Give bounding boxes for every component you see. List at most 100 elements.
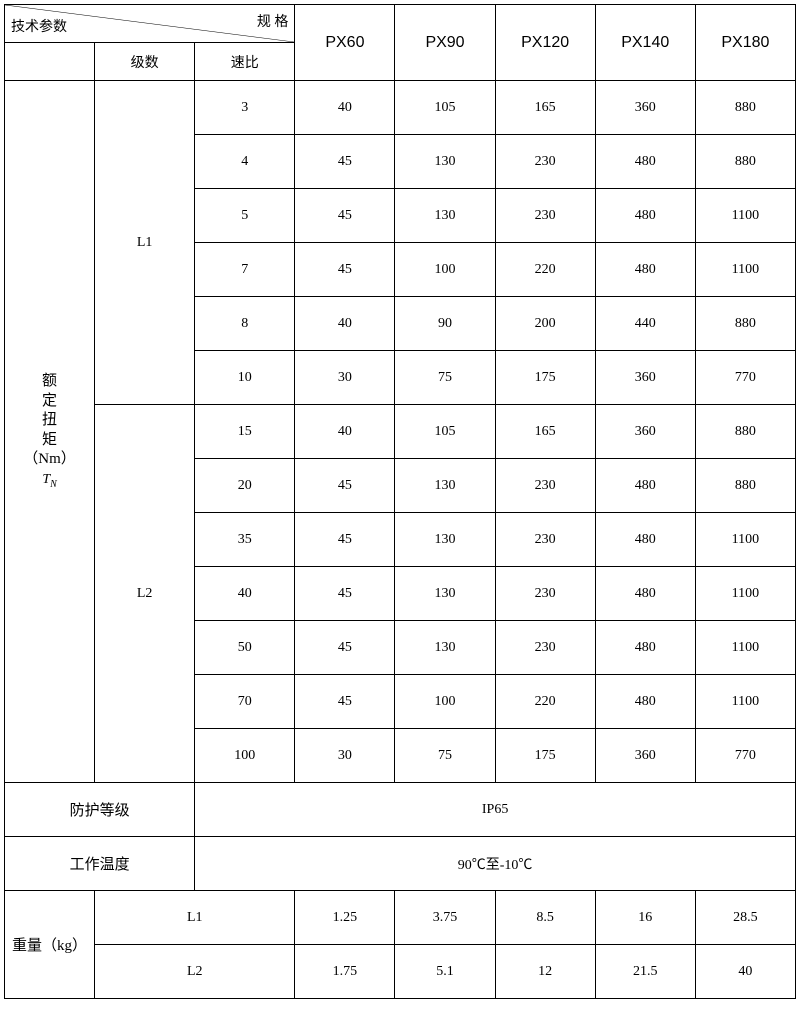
data-cell: 360 (595, 81, 695, 135)
protection-value: IP65 (195, 783, 796, 837)
data-cell: 230 (495, 135, 595, 189)
data-cell: 165 (495, 405, 595, 459)
data-cell: 220 (495, 243, 595, 297)
torque-cn-0: 额 (42, 373, 57, 389)
diag-label-param: 技术参数 (11, 16, 67, 36)
data-cell: 1100 (695, 621, 795, 675)
data-cell: 175 (495, 351, 595, 405)
ratio-cell: 7 (195, 243, 295, 297)
data-cell: 480 (595, 459, 695, 513)
protection-row: 防护等级 IP65 (5, 783, 796, 837)
model-col-3: PX140 (595, 5, 695, 81)
spec-table: 规 格 技术参数 PX60 PX90 PX120 PX140 PX180 级数 … (4, 4, 796, 999)
data-cell: 130 (395, 567, 495, 621)
data-cell: 5.1 (395, 945, 495, 999)
data-cell: 230 (495, 513, 595, 567)
data-cell: 130 (395, 135, 495, 189)
data-cell: 360 (595, 729, 695, 783)
data-cell: 105 (395, 405, 495, 459)
data-cell: 480 (595, 567, 695, 621)
level-l2: L2 (95, 405, 195, 783)
data-cell: 3.75 (395, 891, 495, 945)
data-cell: 880 (695, 405, 795, 459)
data-cell: 200 (495, 297, 595, 351)
ratio-cell: 8 (195, 297, 295, 351)
data-cell: 45 (295, 189, 395, 243)
data-cell: 45 (295, 567, 395, 621)
data-cell: 40 (295, 81, 395, 135)
data-cell: 175 (495, 729, 595, 783)
ratio-cell: 5 (195, 189, 295, 243)
data-cell: 1.75 (295, 945, 395, 999)
ratio-cell: 4 (195, 135, 295, 189)
data-cell: 880 (695, 81, 795, 135)
model-col-2: PX120 (495, 5, 595, 81)
data-cell: 880 (695, 297, 795, 351)
data-cell: 770 (695, 351, 795, 405)
data-cell: 1100 (695, 189, 795, 243)
ratio-cell: 15 (195, 405, 295, 459)
temperature-value: 90℃至-10℃ (195, 837, 796, 891)
data-cell: 230 (495, 621, 595, 675)
data-cell: 220 (495, 675, 595, 729)
data-cell: 360 (595, 405, 695, 459)
model-col-1: PX90 (395, 5, 495, 81)
data-cell: 45 (295, 243, 395, 297)
temperature-label: 工作温度 (5, 837, 195, 891)
data-cell: 230 (495, 459, 595, 513)
data-cell: 30 (295, 351, 395, 405)
data-cell: 130 (395, 513, 495, 567)
protection-label: 防护等级 (5, 783, 195, 837)
data-cell: 165 (495, 81, 595, 135)
data-cell: 12 (495, 945, 595, 999)
data-cell: 230 (495, 567, 595, 621)
torque-cn-2: 扭 (42, 412, 57, 428)
ratio-cell: 40 (195, 567, 295, 621)
diag-label-spec: 规 格 (257, 11, 289, 31)
data-cell: 1100 (695, 513, 795, 567)
torque-cn-3: 矩 (42, 432, 57, 448)
data-cell: 75 (395, 729, 495, 783)
data-cell: 40 (695, 945, 795, 999)
data-cell: 28.5 (695, 891, 795, 945)
data-cell: 40 (295, 405, 395, 459)
model-col-4: PX180 (695, 5, 795, 81)
data-cell: 8.5 (495, 891, 595, 945)
data-cell: 480 (595, 135, 695, 189)
weight-label: 重量（kg） (5, 891, 95, 999)
data-cell: 480 (595, 621, 695, 675)
ratio-header: 速比 (195, 43, 295, 81)
data-cell: 880 (695, 459, 795, 513)
data-cell: 480 (595, 243, 695, 297)
ratio-cell: 50 (195, 621, 295, 675)
ratio-cell: 20 (195, 459, 295, 513)
torque-symbol: TN (42, 472, 56, 487)
data-cell: 21.5 (595, 945, 695, 999)
data-cell: 45 (295, 513, 395, 567)
torque-label-cell: 额 定 扭 矩 （Nm） TN (5, 81, 95, 783)
data-cell: 45 (295, 621, 395, 675)
ratio-cell: 35 (195, 513, 295, 567)
torque-unit: （Nm） (23, 451, 76, 467)
data-cell: 480 (595, 513, 695, 567)
data-cell: 880 (695, 135, 795, 189)
data-cell: 105 (395, 81, 495, 135)
data-cell: 360 (595, 351, 695, 405)
data-cell: 1.25 (295, 891, 395, 945)
data-cell: 1100 (695, 243, 795, 297)
level-l1: L1 (95, 81, 195, 405)
data-cell: 90 (395, 297, 495, 351)
data-cell: 100 (395, 243, 495, 297)
data-cell: 16 (595, 891, 695, 945)
data-cell: 130 (395, 189, 495, 243)
data-cell: 480 (595, 189, 695, 243)
data-cell: 1100 (695, 675, 795, 729)
table-row: 额 定 扭 矩 （Nm） TN L1 3 40 105 165 360 880 (5, 81, 796, 135)
data-cell: 100 (395, 675, 495, 729)
weight-l1-label: L1 (95, 891, 295, 945)
data-cell: 45 (295, 135, 395, 189)
data-cell: 75 (395, 351, 495, 405)
weight-l2-label: L2 (95, 945, 295, 999)
ratio-cell: 100 (195, 729, 295, 783)
blank-cell (5, 43, 95, 81)
